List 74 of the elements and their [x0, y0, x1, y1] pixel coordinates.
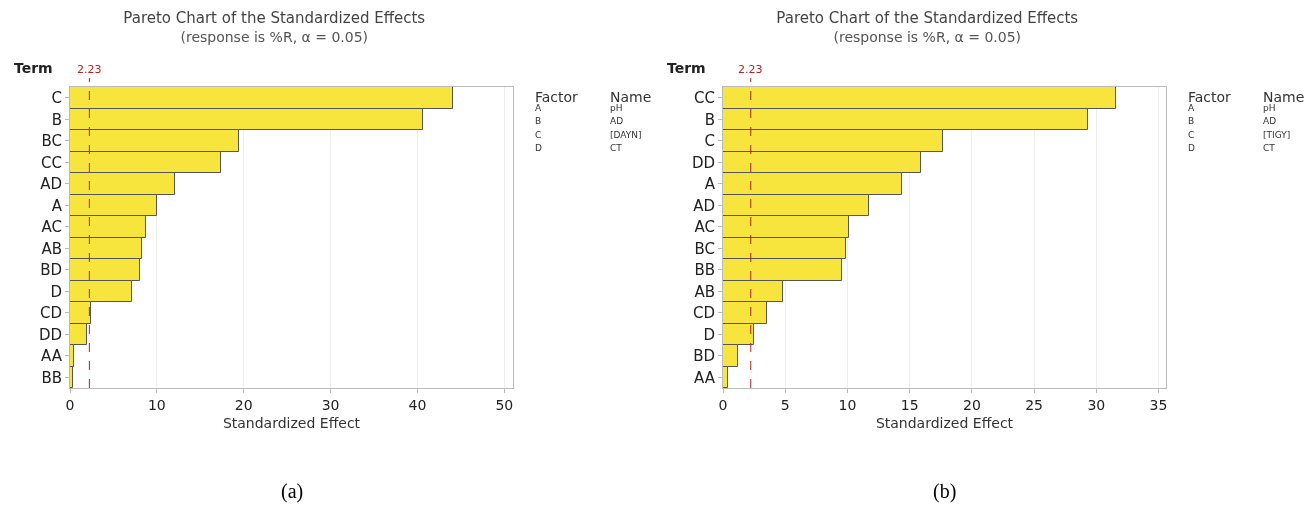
y-axis-title: Term: [14, 60, 53, 76]
y-tick-label: B: [51, 110, 62, 129]
text: D: [535, 143, 542, 153]
ref-line-label: 2.23: [738, 63, 763, 76]
y-tick-label: C: [704, 132, 715, 150]
y-tick-label: A: [51, 196, 63, 215]
x-tick-label: 10: [838, 396, 857, 413]
y-tick-label: CC: [41, 153, 62, 172]
x-tick-label: 20: [962, 396, 981, 413]
text: AD: [1263, 116, 1277, 126]
y-tick-label: CD: [39, 304, 62, 322]
y-axis-title: Term: [667, 60, 706, 76]
text: Factor: [535, 89, 579, 105]
x-tick-label: 35: [1149, 396, 1168, 413]
y-tick-label: BC: [41, 132, 62, 150]
y-tick-label: D: [703, 325, 715, 344]
text: (a): [281, 480, 304, 503]
x-axis-title: Standardized Effect: [875, 415, 1014, 432]
x-axis-title: Standardized Effect: [222, 415, 361, 432]
y-tick-label: A: [704, 175, 716, 193]
text: AD: [610, 116, 624, 126]
chart-title: Pareto Chart of the Standardized Effects: [776, 9, 1079, 27]
text: pH: [610, 103, 623, 113]
x-tick-label: 25: [1025, 396, 1044, 413]
y-tick-label: DD: [691, 153, 715, 172]
text: pH: [1263, 103, 1276, 113]
x-tick-label: 0: [65, 396, 75, 413]
y-tick-label: AB: [694, 282, 715, 301]
text: C: [1188, 130, 1195, 140]
y-tick-label: BC: [694, 239, 715, 258]
y-tick-label: BB: [41, 368, 62, 387]
y-tick-label: BD: [40, 261, 62, 279]
y-tick-label: C: [51, 89, 62, 107]
x-tick-label: 30: [321, 396, 340, 413]
chart-title: Pareto Chart of the Standardized Effects: [123, 9, 426, 27]
y-tick-label: CC: [694, 89, 715, 107]
x-tick-label: 0: [718, 396, 728, 413]
text: (b): [933, 480, 957, 503]
text: [DAYN]: [610, 130, 642, 140]
x-tick-label: 5: [780, 396, 790, 413]
x-tick-label: 30: [1087, 396, 1106, 413]
y-tick-label: AA: [694, 368, 716, 387]
x-tick-label: 15: [900, 396, 919, 413]
text: Name: [1263, 89, 1305, 105]
y-tick-label: B: [704, 110, 715, 129]
text: C: [535, 130, 542, 140]
ref-line-label: 2.23: [77, 63, 102, 76]
y-tick-label: AC: [694, 218, 715, 236]
text: B: [535, 116, 542, 126]
text: A: [535, 103, 542, 113]
text: A: [1188, 103, 1195, 113]
y-tick-label: AD: [40, 175, 62, 193]
chart-subtitle: (response is %R, α = 0.05): [180, 29, 369, 46]
y-tick-label: AD: [693, 196, 715, 215]
chart-subtitle: (response is %R, α = 0.05): [833, 29, 1022, 46]
x-tick-label: 50: [495, 396, 514, 413]
text: Factor: [1188, 89, 1232, 105]
x-tick-label: 20: [234, 396, 253, 413]
x-tick-label: 10: [147, 396, 166, 413]
y-tick-label: AA: [41, 347, 63, 365]
y-tick-label: BB: [694, 261, 715, 279]
text: [TIGY]: [1263, 130, 1291, 140]
y-tick-label: D: [50, 282, 62, 301]
y-tick-label: AB: [41, 239, 62, 258]
text: CT: [610, 143, 623, 153]
x-tick-label: 40: [408, 396, 427, 413]
y-tick-label: DD: [38, 325, 62, 344]
y-tick-label: BD: [693, 347, 715, 365]
y-tick-label: AC: [41, 218, 62, 236]
text: D: [1188, 143, 1195, 153]
text: Name: [610, 89, 652, 105]
y-tick-label: CD: [692, 304, 715, 322]
text: CT: [1263, 143, 1276, 153]
text: B: [1188, 116, 1195, 126]
